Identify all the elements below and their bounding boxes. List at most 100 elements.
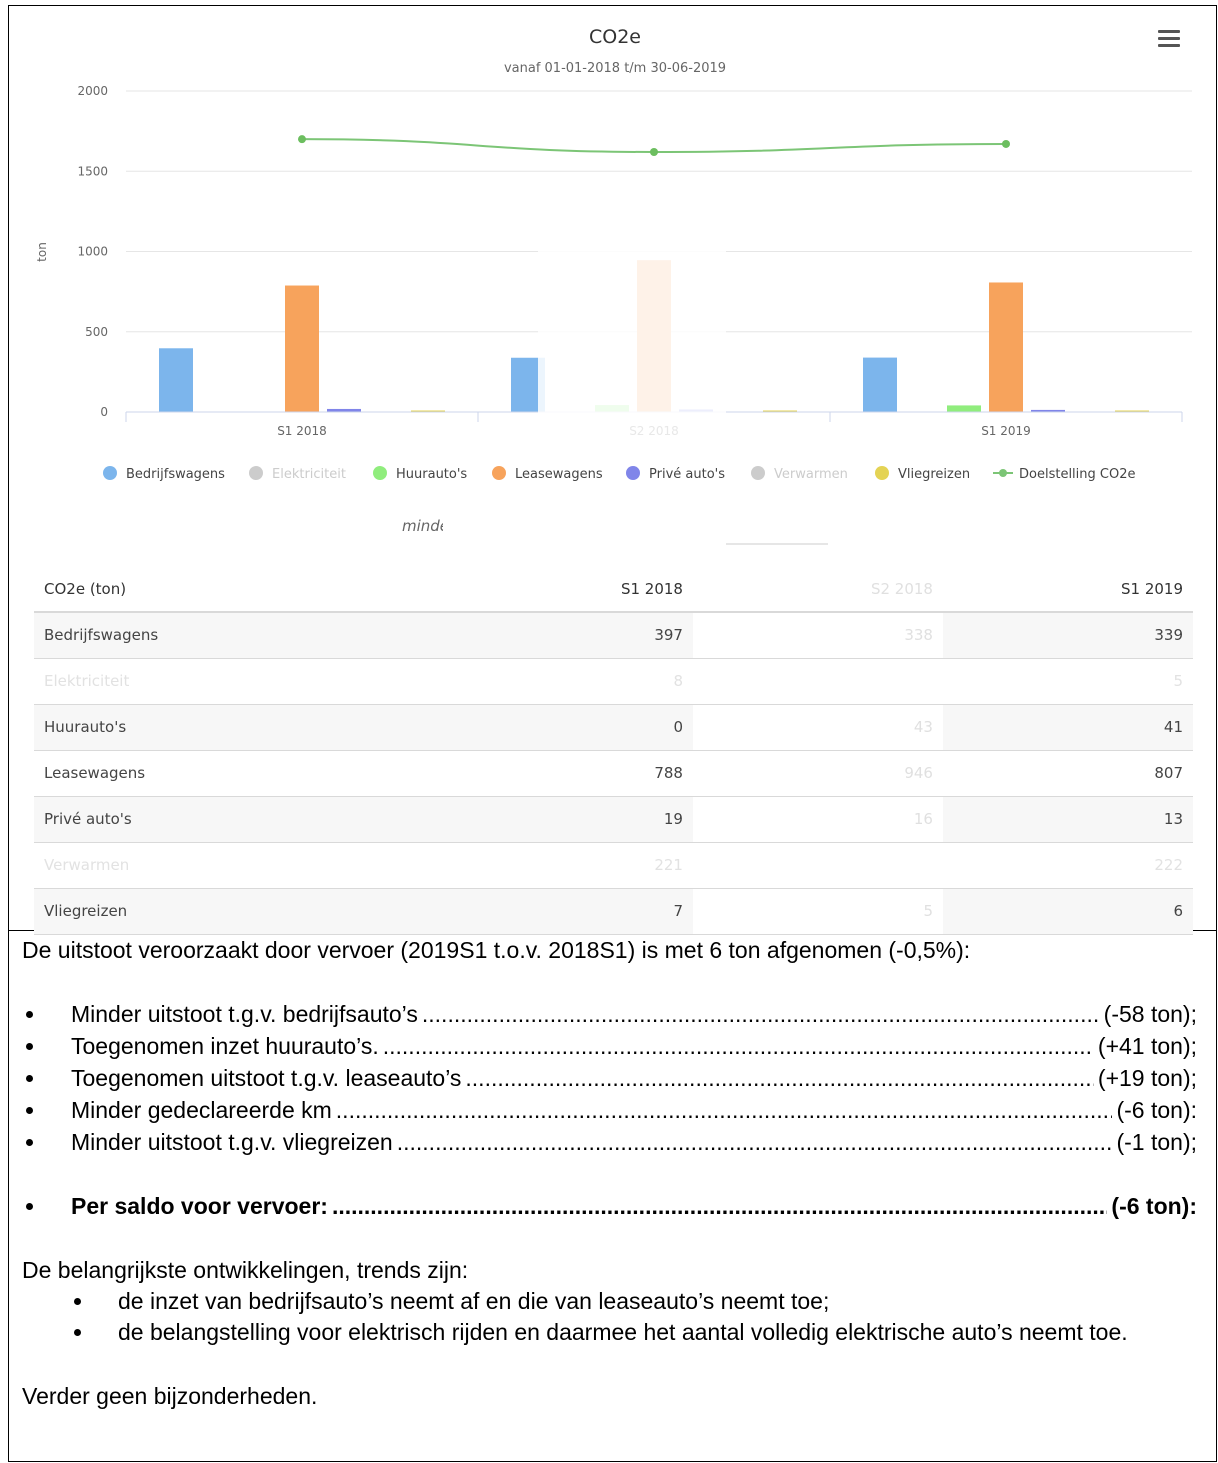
change-value: (-6 ton): <box>1116 1097 1197 1123</box>
target-line-point <box>1002 139 1010 148</box>
change-item: Minder uitstoot t.g.v. bedrijfsauto’s (-5… <box>22 998 1197 1030</box>
table-cell-s2-2018: 43 <box>692 704 943 751</box>
change-value: (-1 ton); <box>1116 1129 1197 1155</box>
bullet-icon <box>26 1139 33 1146</box>
bar-vliegreizen-0 <box>411 410 445 412</box>
co2e-chart: CO2e vanaf 01-01-2018 t/m 30-06-2019 ton… <box>35 26 1192 545</box>
bullet-icon <box>26 1011 33 1018</box>
legend-label: Elektriciteit <box>272 467 346 482</box>
legend-fragment-text: minde <box>402 517 449 535</box>
change-value: (+19 ton); <box>1097 1065 1197 1091</box>
legend-label: Huurauto's <box>396 467 467 482</box>
legend-item: Leasewagens <box>492 466 603 482</box>
bar-priv-auto-s-2 <box>1031 409 1065 412</box>
bullet-icon <box>74 1329 81 1336</box>
y-axis-label: ton <box>35 242 49 262</box>
table-row: Elektriciteit 8 5 <box>34 658 1193 705</box>
table-header-s1-2018: S1 2018 <box>442 566 693 613</box>
y-tick-label: 2000 <box>77 84 108 98</box>
table-cell-label: Privé auto's <box>34 796 443 843</box>
table-cell-s1-2019: 222 <box>942 842 1193 889</box>
table-cell-s2-2018: 5 <box>692 888 943 935</box>
trend-text: de belangstelling voor elektrisch rijden… <box>118 1319 1128 1345</box>
change-item: Minder uitstoot t.g.v. vliegreizen (-1 to… <box>22 1126 1197 1158</box>
bullet-icon <box>26 1203 33 1210</box>
fade-cover <box>538 222 726 442</box>
table-cell-s1-2019: 5 <box>942 658 1193 705</box>
target-line-point <box>298 135 306 144</box>
table-header-row: CO2e (ton) S1 2018 S2 2018 S1 2019 <box>34 566 1193 613</box>
table-row: Privé auto's 19 16 13 <box>34 796 1193 843</box>
legend-item: Huurauto's <box>373 466 467 482</box>
table-cell-label: Elektriciteit <box>34 658 443 705</box>
chart-menu-icon[interactable] <box>1158 30 1180 48</box>
x-tick-label: S1 2019 <box>981 424 1031 438</box>
legend-label: Privé auto's <box>649 467 725 482</box>
bar-vliegreizen-2 <box>1115 410 1149 412</box>
dot-leader <box>465 1062 1094 1094</box>
closing-text: Verder geen bijzonderheden. <box>22 1383 318 1409</box>
bar-leasewagens-0 <box>285 285 319 412</box>
table-cell-s2-2018: 16 <box>692 796 943 843</box>
bar-leasewagens-2 <box>989 282 1023 412</box>
table-cell-s1-2019: 13 <box>942 796 1193 843</box>
y-tick-label: 1500 <box>77 164 108 178</box>
table-header-label: CO2e (ton) <box>34 566 443 613</box>
total-value: (-6 ton): <box>1111 1193 1197 1219</box>
y-tick-label: 1000 <box>77 245 108 259</box>
chart-title: CO2e <box>589 26 641 48</box>
table-row: Leasewagens 788 946 807 <box>34 750 1193 797</box>
change-value: (-58 ton); <box>1103 1001 1197 1027</box>
change-item: Toegenomen uitstoot t.g.v. leaseauto’s (+… <box>22 1062 1197 1094</box>
dot-leader <box>383 1030 1094 1062</box>
dot-leader <box>336 1094 1113 1126</box>
dot-leader <box>397 1126 1113 1158</box>
table-cell-s1-2018: 788 <box>442 750 693 797</box>
trend-list: de inzet van bedrijfsauto’s neemt af en … <box>22 1286 1197 1348</box>
table-cell-s1-2019: 41 <box>942 704 1193 751</box>
table-cell-s2-2018: 338 <box>692 612 943 659</box>
legend-item: Vliegreizen <box>875 466 970 482</box>
table-cell-label: Verwarmen <box>34 842 443 889</box>
table-cell-s1-2018: 397 <box>442 612 693 659</box>
fragment-cover <box>443 504 863 542</box>
legend-item: Elektriciteit <box>249 466 346 482</box>
change-label: Toegenomen inzet huurauto’s. <box>71 1033 379 1059</box>
table-row: Huurauto's 0 43 41 <box>34 704 1193 751</box>
total-row: Per saldo voor vervoer: (-6 ton): <box>22 1190 1197 1222</box>
change-value: (+41 ton); <box>1097 1033 1197 1059</box>
table-cell-label: Bedrijfswagens <box>34 612 443 659</box>
dot-leader <box>332 1190 1107 1222</box>
table-cell-s1-2019: 339 <box>942 612 1193 659</box>
table-cell-s2-2018: 946 <box>692 750 943 797</box>
bullet-icon <box>26 1075 33 1082</box>
table-header-s2-2018: S2 2018 <box>692 566 943 613</box>
page-frame <box>8 5 1217 1462</box>
table-cell-s1-2018: 19 <box>442 796 693 843</box>
co2e-table: CO2e (ton) S1 2018 S2 2018 S1 2019 Bedri… <box>34 566 1193 935</box>
legend-label: Verwarmen <box>774 467 848 482</box>
trend-item: de inzet van bedrijfsauto’s neemt af en … <box>22 1286 1197 1317</box>
table-cell-label: Leasewagens <box>34 750 443 797</box>
y-tick-label: 0 <box>100 405 108 419</box>
legend-symbol <box>875 466 889 480</box>
change-item: Minder gedeclareerde km (-6 ton): <box>22 1094 1197 1126</box>
x-tick-label: S1 2018 <box>277 424 327 438</box>
change-item: Toegenomen inzet huurauto’s. (+41 ton); <box>22 1030 1197 1062</box>
table-cell-s1-2018: 0 <box>442 704 693 751</box>
bullet-icon <box>26 1043 33 1050</box>
bar-huurauto-s-2 <box>947 405 981 412</box>
table-cell-s1-2018: 8 <box>442 658 693 705</box>
bullet-icon <box>74 1298 81 1305</box>
change-list: Minder uitstoot t.g.v. bedrijfsauto’s (-5… <box>22 998 1197 1158</box>
table-cell-label: Huurauto's <box>34 704 443 751</box>
legend-label: Bedrijfswagens <box>126 467 225 482</box>
legend-symbol-point <box>999 469 1007 477</box>
trend-item: de belangstelling voor elektrisch rijden… <box>22 1317 1197 1348</box>
legend-label: Vliegreizen <box>898 467 970 482</box>
table-cell-s1-2019: 807 <box>942 750 1193 797</box>
table-cell-s2-2018 <box>692 658 943 705</box>
commentary: De uitstoot veroorzaakt door vervoer (20… <box>22 934 1197 1412</box>
bar-bedrijfswagens-2 <box>863 357 897 412</box>
change-label: Minder uitstoot t.g.v. vliegreizen <box>71 1129 393 1155</box>
